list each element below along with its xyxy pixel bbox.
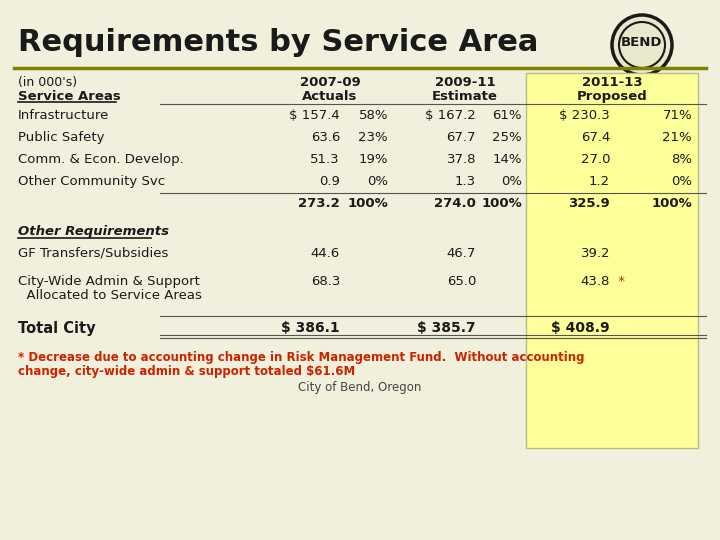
Text: 100%: 100% xyxy=(347,197,388,210)
Text: Public Safety: Public Safety xyxy=(18,131,104,144)
Text: 43.8: 43.8 xyxy=(580,275,610,288)
Text: City of Bend, Oregon: City of Bend, Oregon xyxy=(298,381,422,394)
Text: 325.9: 325.9 xyxy=(568,197,610,210)
Text: 1.3: 1.3 xyxy=(455,175,476,188)
Text: 100%: 100% xyxy=(481,197,522,210)
Text: Infrastructure: Infrastructure xyxy=(18,109,109,122)
Text: 1.2: 1.2 xyxy=(589,175,610,188)
Text: $ 230.3: $ 230.3 xyxy=(559,109,610,122)
Text: * Decrease due to accounting change in Risk Management Fund.  Without accounting: * Decrease due to accounting change in R… xyxy=(18,351,585,364)
Text: 273.2: 273.2 xyxy=(298,197,340,210)
Text: 51.3: 51.3 xyxy=(310,153,340,166)
Text: 0%: 0% xyxy=(671,175,692,188)
Text: Other Requirements: Other Requirements xyxy=(18,225,169,238)
Text: 274.0: 274.0 xyxy=(434,197,476,210)
Text: Actuals: Actuals xyxy=(302,90,358,103)
Text: 8%: 8% xyxy=(671,153,692,166)
Text: *: * xyxy=(614,275,625,288)
Text: Service Areas: Service Areas xyxy=(18,90,121,103)
Text: 21%: 21% xyxy=(662,131,692,144)
Text: 100%: 100% xyxy=(652,197,692,210)
Text: (in 000's): (in 000's) xyxy=(18,76,77,89)
Text: 46.7: 46.7 xyxy=(446,247,476,260)
Text: 65.0: 65.0 xyxy=(446,275,476,288)
Text: 27.0: 27.0 xyxy=(580,153,610,166)
Text: 0.9: 0.9 xyxy=(319,175,340,188)
Text: 0%: 0% xyxy=(367,175,388,188)
Text: $ 408.9: $ 408.9 xyxy=(552,321,610,335)
Text: 67.4: 67.4 xyxy=(580,131,610,144)
Text: Proposed: Proposed xyxy=(577,90,647,103)
Text: 68.3: 68.3 xyxy=(310,275,340,288)
Text: GF Transfers/Subsidies: GF Transfers/Subsidies xyxy=(18,247,168,260)
Text: 19%: 19% xyxy=(359,153,388,166)
Text: 39.2: 39.2 xyxy=(580,247,610,260)
Text: Total City: Total City xyxy=(18,321,96,336)
Text: BEND: BEND xyxy=(621,37,662,50)
Text: $ 386.1: $ 386.1 xyxy=(282,321,340,335)
Text: change, city-wide admin & support totaled $61.6M: change, city-wide admin & support totale… xyxy=(18,365,355,378)
Text: 71%: 71% xyxy=(662,109,692,122)
Text: 67.7: 67.7 xyxy=(446,131,476,144)
Text: City-Wide Admin & Support: City-Wide Admin & Support xyxy=(18,275,200,288)
Circle shape xyxy=(612,15,672,75)
Text: $ 157.4: $ 157.4 xyxy=(289,109,340,122)
Text: 2011-13: 2011-13 xyxy=(582,76,642,89)
Text: 61%: 61% xyxy=(492,109,522,122)
Text: Other Community Svc: Other Community Svc xyxy=(18,175,165,188)
Text: Comm. & Econ. Develop.: Comm. & Econ. Develop. xyxy=(18,153,184,166)
Text: Requirements by Service Area: Requirements by Service Area xyxy=(18,28,539,57)
Text: 14%: 14% xyxy=(492,153,522,166)
Text: 63.6: 63.6 xyxy=(310,131,340,144)
Text: $ 385.7: $ 385.7 xyxy=(418,321,476,335)
Text: 0%: 0% xyxy=(501,175,522,188)
Text: 58%: 58% xyxy=(359,109,388,122)
Text: 2007-09: 2007-09 xyxy=(300,76,361,89)
Text: $ 167.2: $ 167.2 xyxy=(426,109,476,122)
Text: Allocated to Service Areas: Allocated to Service Areas xyxy=(18,289,202,302)
Text: 25%: 25% xyxy=(492,131,522,144)
Text: 2009-11: 2009-11 xyxy=(435,76,495,89)
Bar xyxy=(526,73,698,448)
Text: 37.8: 37.8 xyxy=(446,153,476,166)
Text: 44.6: 44.6 xyxy=(311,247,340,260)
Text: Estimate: Estimate xyxy=(432,90,498,103)
Text: 23%: 23% xyxy=(359,131,388,144)
